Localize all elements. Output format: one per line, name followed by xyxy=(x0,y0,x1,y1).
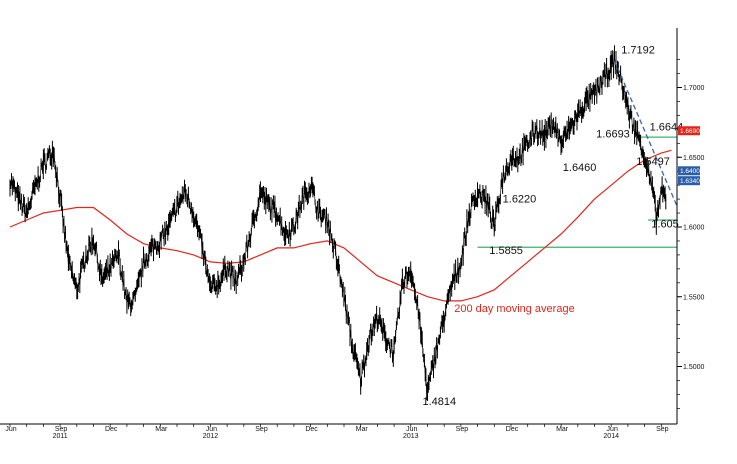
x-tick-label: Jun xyxy=(406,426,417,433)
annotations: 1.7192 1.6693 1.6644 1.6497 1.6460 1.6220 1.58… xyxy=(422,45,683,408)
moving-average-line xyxy=(9,149,672,302)
x-axis: Jun Sep Dec Mar Jun Sep Dec Mar Jun Sep Dec Mar Jun S… xyxy=(0,423,677,440)
x-tick-label: Jun xyxy=(5,426,16,433)
x-tick-label: Mar xyxy=(556,426,569,433)
x-tick-label: Jun xyxy=(206,426,217,433)
last-value-badges: 1.6690 1.6400 1.6340 xyxy=(678,126,700,186)
price-annotation: 1.7192 xyxy=(621,45,655,57)
trend-lines xyxy=(613,60,678,207)
x-tick-label: Mar xyxy=(356,426,369,433)
price-annotation: 1.6220 xyxy=(503,194,537,206)
price-annotation: 1.6460 xyxy=(563,162,597,174)
price-annotation: 1.6644 xyxy=(650,122,684,134)
x-tick-label: Sep xyxy=(55,426,68,433)
y-axis: 1.5000 1.5500 1.6000 1.6500 1.7000 xyxy=(676,28,705,424)
last-value-badge-2 xyxy=(678,176,700,186)
y-tick-label: 1.7000 xyxy=(683,85,705,92)
series-label: 200 day moving average xyxy=(454,303,574,315)
x-tick-label: Sep xyxy=(656,426,669,433)
last-value-badge-1 xyxy=(678,166,700,176)
trend-line-0 xyxy=(613,60,678,207)
price-annotation: 1.605 xyxy=(651,219,679,231)
x-tick-label: Sep xyxy=(255,426,268,433)
y-tick-label: 1.5000 xyxy=(683,364,705,371)
y-tick-label: 1.6500 xyxy=(683,155,705,162)
price-annotation: 1.4814 xyxy=(422,396,456,408)
moving-average-layer xyxy=(9,149,672,302)
x-tick-label: Jun xyxy=(607,426,618,433)
x-tick-label: Dec xyxy=(105,426,118,433)
price-annotation: 1.6497 xyxy=(636,156,670,168)
y-tick-label: 1.6000 xyxy=(683,225,705,232)
x-tick-label: Dec xyxy=(506,426,519,433)
price-close-line xyxy=(9,53,667,396)
price-annotation: 1.5855 xyxy=(489,245,523,257)
price-annotation: 1.6693 xyxy=(596,129,630,141)
last-value-badge-label: 1.6400 xyxy=(680,168,700,175)
x-year-label: 2013 xyxy=(403,433,419,440)
last-value-badge-label: 1.6340 xyxy=(680,178,700,185)
x-year-label: 2011 xyxy=(53,433,68,440)
x-tick-label: Mar xyxy=(155,426,168,433)
x-tick-label: Dec xyxy=(305,426,318,433)
last-value-badge-0 xyxy=(678,126,700,136)
price-layer xyxy=(9,45,667,401)
y-tick-label: 1.5500 xyxy=(683,294,705,301)
x-tick-label: Sep xyxy=(456,426,469,433)
last-value-badge-label: 1.6690 xyxy=(680,128,700,135)
x-year-label: 2014 xyxy=(603,433,619,440)
x-year-label: 2012 xyxy=(203,433,219,440)
